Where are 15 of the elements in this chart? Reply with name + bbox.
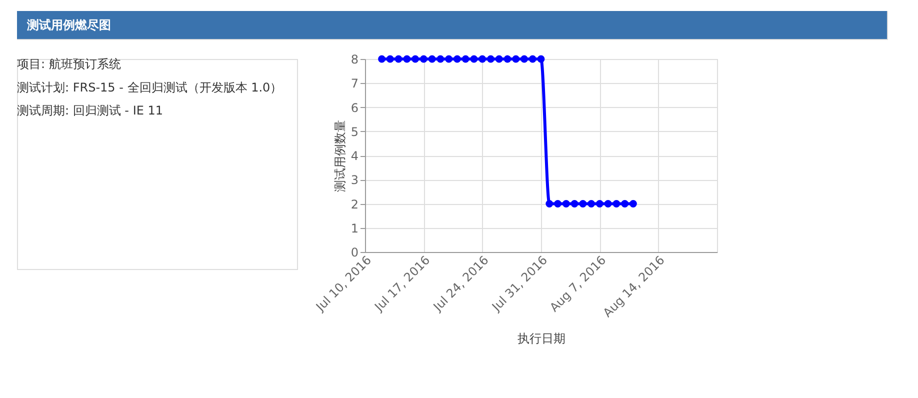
y-tick-label: 4 [350, 149, 358, 163]
text: 测试周期: 回归测试 - IE 11 [17, 104, 164, 118]
y-tick-label: 2 [350, 197, 358, 212]
text: 测试用例燃尽图 [26, 18, 111, 32]
text: 测试计划: FRS-15 - 全回归测试（开发版本 1.0） [17, 80, 282, 94]
y-tick-label: 6 [350, 100, 358, 115]
y-tick-label: 3 [350, 173, 358, 188]
y-axis-title: 测试用例数量 [332, 120, 347, 192]
y-tick-label: 0 [350, 246, 358, 260]
y-tick-label: 5 [350, 124, 358, 139]
text: 项目: 航班预订系统 [17, 57, 121, 71]
y-tick-label: 1 [350, 221, 358, 236]
y-tick-label: 7 [350, 76, 358, 91]
y-tick-label: 8 [350, 52, 358, 66]
x-axis-title: 执行日期 [518, 331, 566, 346]
